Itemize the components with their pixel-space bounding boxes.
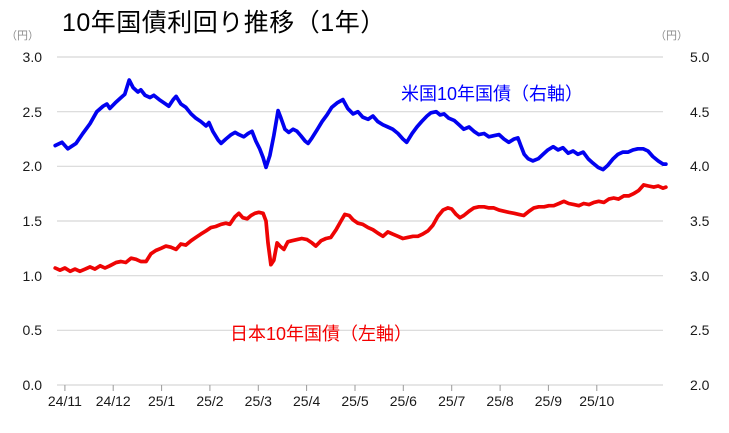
left-axis-tick-label: 0.0	[22, 377, 42, 393]
left-axis-unit-label: （円）	[6, 30, 39, 42]
x-axis-tick-label: 25/8	[486, 393, 514, 409]
left-axis-tick-label: 2.5	[22, 103, 42, 120]
us-10y-line	[53, 78, 668, 172]
left-axis-tick-label: 2.0	[22, 158, 42, 175]
right-axis-tick-label: 4.0	[690, 158, 710, 175]
chart-title: 10年国債利回り推移（1年）	[62, 9, 386, 37]
x-axis-tick-label: 25/6	[389, 393, 417, 409]
left-axis-tick-label: 1.0	[22, 267, 42, 284]
right-axis-tick-label: 2.5	[690, 322, 710, 339]
x-axis-tick-label: 25/10	[579, 393, 615, 409]
x-axis-tick-label: 24/12	[95, 393, 131, 409]
x-axis-tick-label: 25/7	[438, 393, 466, 409]
right-axis-tick-label: 3.5	[690, 213, 710, 229]
japan-10y-line	[53, 183, 668, 274]
right-axis-tick-label: 3.0	[690, 267, 710, 284]
left-axis-tick-label: 3.0	[22, 49, 42, 65]
us-series-label: 米国10年国債（右軸）	[401, 84, 584, 104]
right-axis-tick-label: 2.0	[690, 377, 710, 393]
x-axis-tick-label: 25/5	[341, 393, 369, 409]
japan-series-label: 日本10年国債（左軸）	[230, 324, 413, 344]
right-axis-tick-label: 5.0	[690, 49, 710, 65]
right-axis-unit-label: （円）	[655, 30, 688, 42]
x-axis-tick-label: 25/3	[244, 393, 272, 409]
x-axis-tick-label: 25/9	[534, 393, 563, 409]
x-axis-tick-label: 25/2	[196, 393, 224, 409]
x-axis-tick-label: 24/11	[47, 393, 82, 409]
x-axis-tick-label: 25/4	[293, 393, 321, 409]
x-axis-tick-label: 25/1	[147, 393, 176, 409]
left-axis-tick-label: 1.5	[22, 213, 42, 229]
left-axis-tick-label: 0.5	[22, 322, 42, 339]
right-axis-tick-label: 4.5	[690, 103, 710, 120]
